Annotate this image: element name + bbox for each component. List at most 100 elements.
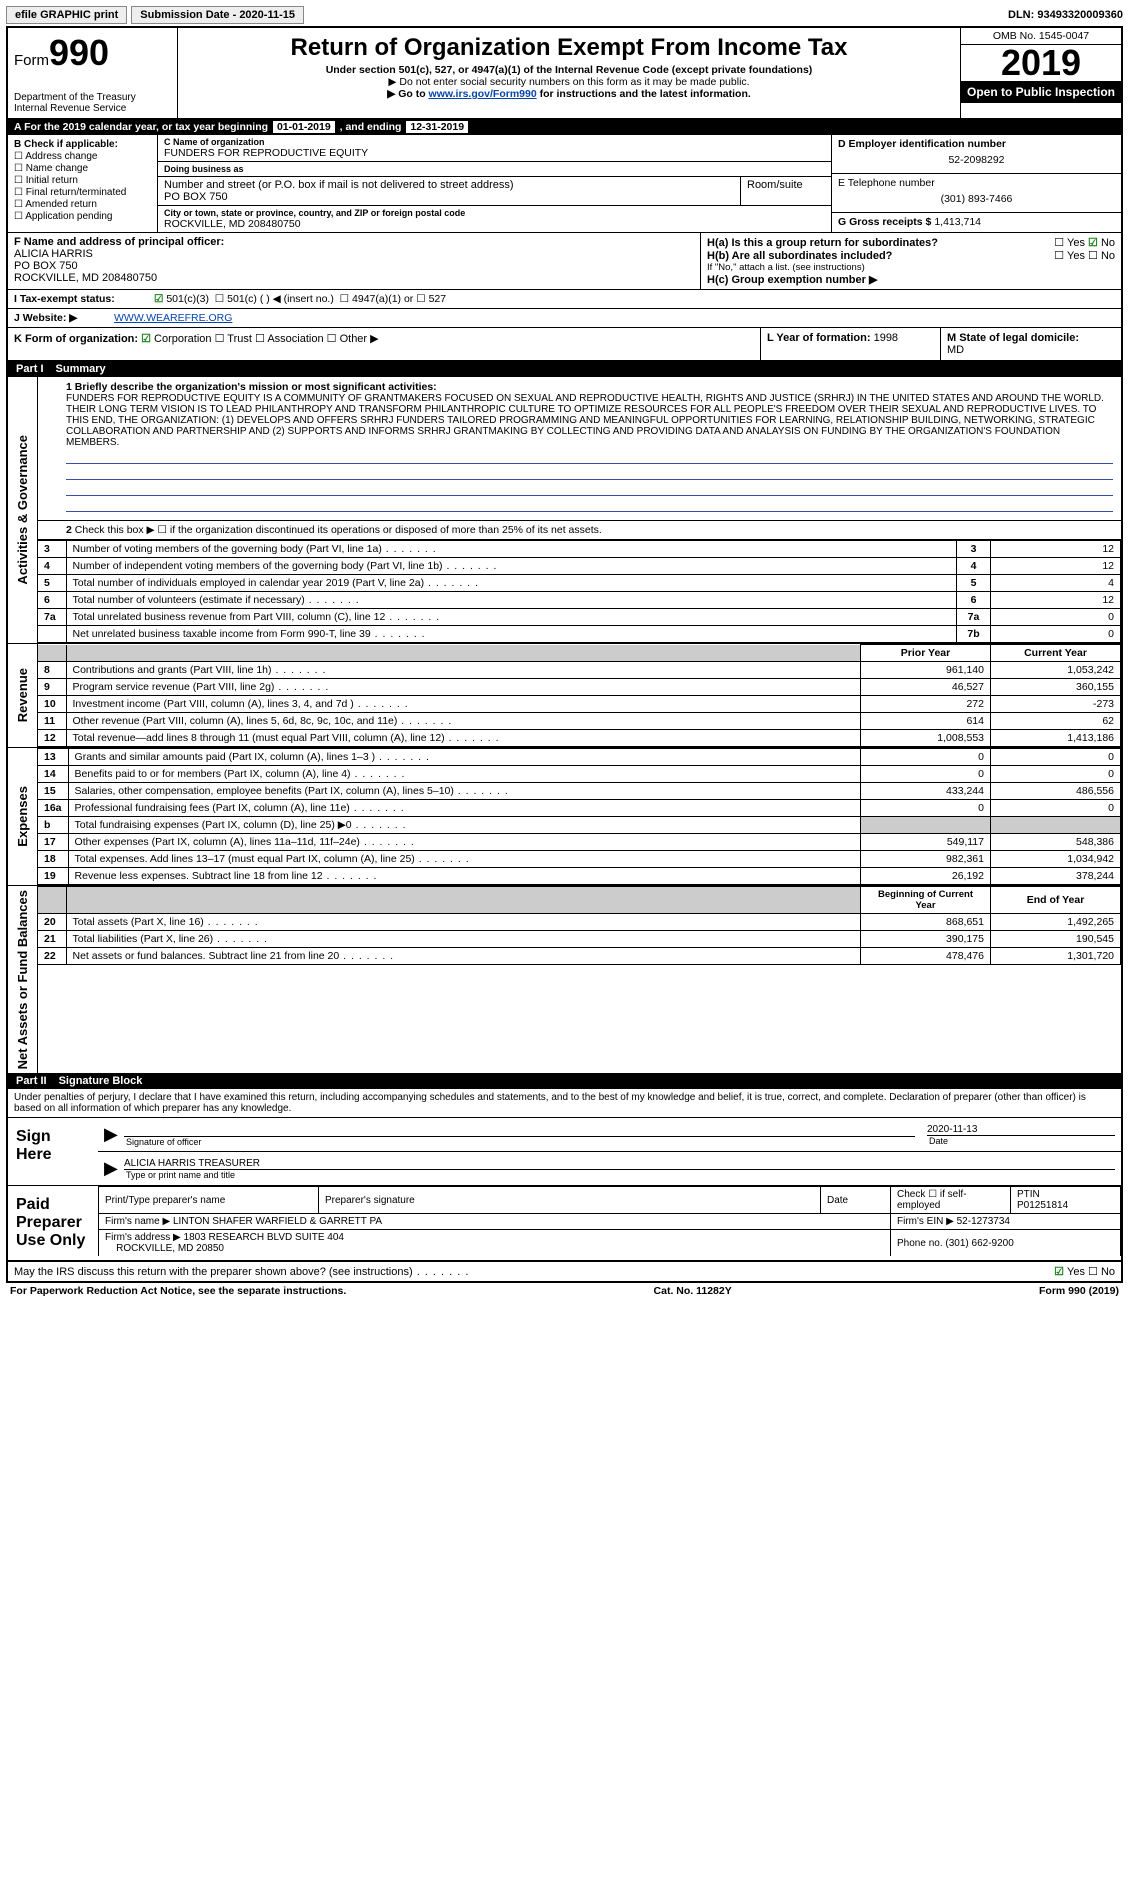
org-name: FUNDERS FOR REPRODUCTIVE EQUITY — [164, 147, 825, 159]
ein-value: 52-2098292 — [838, 150, 1115, 170]
officer-printed-name: ALICIA HARRIS TREASURER — [124, 1158, 1115, 1169]
top-bar: efile GRAPHIC print Submission Date - 20… — [6, 6, 1123, 24]
table-row: 4Number of independent voting members of… — [38, 558, 1121, 575]
part2-subtitle: Signature Block — [59, 1075, 143, 1087]
table-row: 5Total number of individuals employed in… — [38, 575, 1121, 592]
firm-city: ROCKVILLE, MD 20850 — [116, 1243, 224, 1254]
tax-year: 2019 — [961, 45, 1121, 81]
l-value: 1998 — [874, 332, 898, 344]
discuss-row: May the IRS discuss this return with the… — [8, 1261, 1121, 1281]
i-label: I Tax-exempt status: — [14, 293, 154, 305]
room-label: Room/suite — [747, 179, 825, 191]
k-label: K Form of organization: — [14, 333, 138, 345]
firm-addr: 1803 RESEARCH BLVD SUITE 404 — [184, 1232, 344, 1243]
website-link[interactable]: WWW.WEAREFRE.ORG — [114, 312, 232, 324]
sign-here-block: Sign Here ▶ Signature of officer 2020-11… — [8, 1118, 1121, 1186]
mission-line — [66, 454, 1113, 464]
eoy-hdr: End of Year — [991, 887, 1121, 914]
chk-amended-return[interactable]: Amended return — [14, 199, 151, 210]
sig-date: 2020-11-13 — [927, 1124, 1115, 1135]
officer-city: ROCKVILLE, MD 208480750 — [14, 272, 694, 284]
k-other[interactable]: Other ▶ — [327, 333, 379, 345]
form-header: Form990 Department of the Treasury Inter… — [8, 28, 1121, 119]
expenses-table: 13Grants and similar amounts paid (Part … — [38, 748, 1121, 885]
netassets-section: Net Assets or Fund Balances Beginning of… — [8, 886, 1121, 1073]
chk-name-change[interactable]: Name change — [14, 163, 151, 174]
part1-title: Part I — [16, 363, 44, 375]
chk-application-pending[interactable]: Application pending — [14, 211, 151, 222]
k-corp[interactable]: Corporation — [141, 333, 211, 345]
section-h: H(a) Is this a group return for subordin… — [701, 233, 1121, 289]
phone-value: (301) 893-7466 — [838, 189, 1115, 209]
city-value: ROCKVILLE, MD 208480750 — [164, 218, 825, 230]
side-tab-revenue: Revenue — [13, 664, 32, 726]
dept-treasury: Department of the Treasury Internal Reve… — [14, 92, 171, 114]
form-990-num: 990 — [49, 32, 109, 73]
firm-ein: 52-1273734 — [957, 1216, 1010, 1227]
hb-answer: Yes No — [1054, 249, 1115, 262]
fh-block: F Name and address of principal officer:… — [8, 233, 1121, 290]
city-label: City or town, state or province, country… — [164, 208, 825, 218]
mission-block: 1 Briefly describe the organization's mi… — [38, 377, 1121, 521]
i-501c3[interactable]: 501(c)(3) — [154, 293, 209, 305]
k-trust[interactable]: Trust — [215, 333, 252, 345]
table-row: bTotal fundraising expenses (Part IX, co… — [38, 817, 1121, 834]
gross-value: 1,413,714 — [934, 216, 981, 228]
sign-here-label: Sign Here — [8, 1118, 98, 1185]
current-year-hdr: Current Year — [991, 645, 1121, 662]
ptin-label: PTIN — [1017, 1189, 1040, 1200]
irs-link[interactable]: www.irs.gov/Form990 — [429, 88, 537, 100]
side-tab-expenses: Expenses — [13, 782, 32, 851]
paid-preparer-label: Paid Preparer Use Only — [8, 1186, 98, 1260]
table-row: Net unrelated business taxable income fr… — [38, 626, 1121, 643]
revenue-table: Prior Year Current Year 8Contributions a… — [38, 644, 1121, 747]
prior-year-hdr: Prior Year — [861, 645, 991, 662]
subtitle-3: ▶ Go to www.irs.gov/Form990 for instruct… — [184, 88, 954, 100]
section-deg: D Employer identification number 52-2098… — [831, 135, 1121, 232]
chk-address-change[interactable]: Address change — [14, 151, 151, 162]
table-row: 12Total revenue—add lines 8 through 11 (… — [38, 730, 1121, 747]
c-name-label: C Name of organization — [164, 137, 825, 147]
prep-self-employed[interactable]: Check ☐ if self-employed — [891, 1187, 1011, 1214]
ptin-value: P01251814 — [1017, 1200, 1068, 1211]
open-public-badge: Open to Public Inspection — [961, 81, 1121, 103]
q1-label: 1 Briefly describe the organization's mi… — [66, 381, 437, 393]
sig-date-label: Date — [927, 1135, 1115, 1146]
subtitle-1: Under section 501(c), 527, or 4947(a)(1)… — [184, 64, 954, 76]
table-row: 16aProfessional fundraising fees (Part I… — [38, 800, 1121, 817]
street-value: PO BOX 750 — [164, 191, 734, 203]
table-row: 10Investment income (Part VIII, column (… — [38, 696, 1121, 713]
discuss-label: May the IRS discuss this return with the… — [14, 1266, 1054, 1278]
sub3-post: for instructions and the latest informat… — [537, 88, 751, 100]
chk-initial-return[interactable]: Initial return — [14, 175, 151, 186]
form-frame: Form990 Department of the Treasury Inter… — [6, 26, 1123, 1283]
table-row: 11Other revenue (Part VIII, column (A), … — [38, 713, 1121, 730]
firm-ein-label: Firm's EIN ▶ — [897, 1216, 954, 1227]
table-row: 13Grants and similar amounts paid (Part … — [38, 749, 1121, 766]
section-b: B Check if applicable: Address change Na… — [8, 135, 158, 232]
footer-cat: Cat. No. 11282Y — [654, 1285, 732, 1297]
expenses-section: Expenses 13Grants and similar amounts pa… — [8, 748, 1121, 886]
i-4947[interactable]: 4947(a)(1) or — [340, 293, 414, 305]
period-label: A For the 2019 calendar year, or tax yea… — [14, 121, 271, 133]
governance-section: Activities & Governance 1 Briefly descri… — [8, 377, 1121, 644]
i-501c[interactable]: 501(c) ( ) ◀ (insert no.) — [215, 293, 334, 305]
section-i: I Tax-exempt status: 501(c)(3) 501(c) ( … — [8, 290, 1121, 309]
j-label: J Website: ▶ — [14, 312, 114, 324]
footer-right: Form 990 (2019) — [1039, 1285, 1119, 1297]
sub3-pre: ▶ Go to — [387, 88, 428, 100]
paid-preparer-block: Paid Preparer Use Only Print/Type prepar… — [8, 1186, 1121, 1261]
k-assoc[interactable]: Association — [255, 333, 324, 345]
mission-text: FUNDERS FOR REPRODUCTIVE EQUITY IS A COM… — [66, 393, 1113, 448]
chk-final-return[interactable]: Final return/terminated — [14, 187, 151, 198]
hb-label: H(b) Are all subordinates included? — [707, 250, 892, 262]
form-number: Form990 — [14, 32, 171, 74]
i-527[interactable]: 527 — [416, 293, 446, 305]
period-begin: 01-01-2019 — [273, 121, 335, 133]
efile-badge: efile GRAPHIC print — [6, 6, 127, 24]
period-end: 12-31-2019 — [406, 121, 468, 133]
period-mid: , and ending — [337, 121, 405, 133]
officer-street: PO BOX 750 — [14, 260, 694, 272]
hb-note: If "No," attach a list. (see instruction… — [707, 262, 1115, 273]
firm-name-label: Firm's name ▶ — [105, 1216, 170, 1227]
